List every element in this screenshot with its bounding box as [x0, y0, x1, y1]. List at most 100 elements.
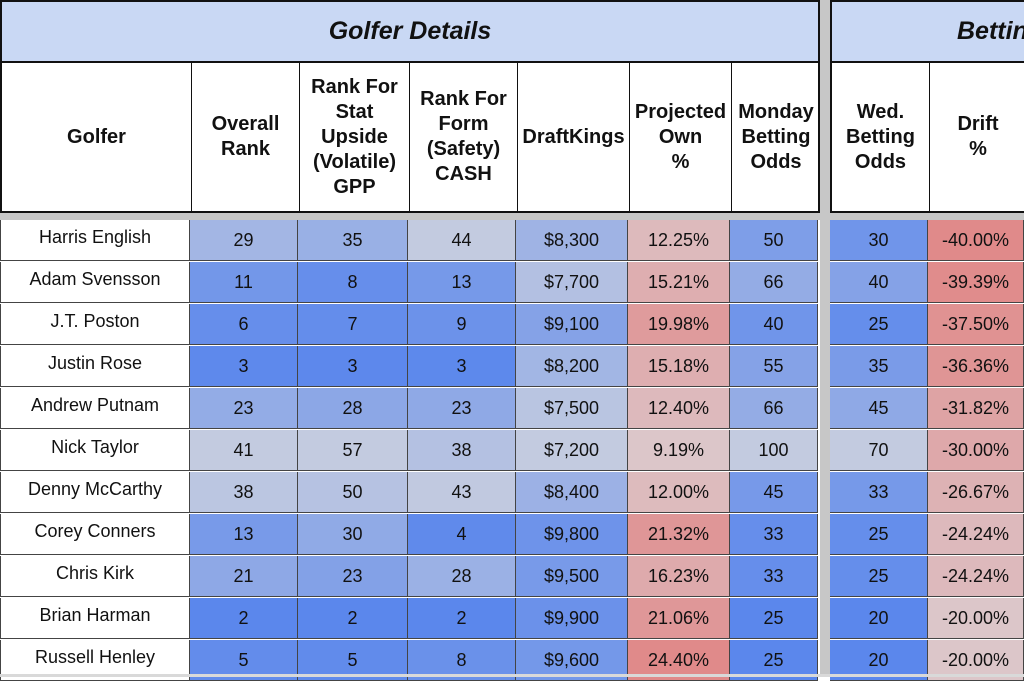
cell-wed: 70 — [830, 430, 928, 471]
header-divider — [0, 213, 1024, 220]
cell-drift: -26.67% — [928, 472, 1024, 513]
cell-overall: 13 — [190, 514, 298, 555]
cell-golfer: Justin Rose — [0, 346, 190, 387]
cell-own: 12.25% — [628, 220, 730, 261]
cell-overall: 38 — [190, 472, 298, 513]
cell-stat: 30 — [298, 514, 408, 555]
cell-dk: $9,800 — [516, 514, 628, 555]
cell-overall: 29 — [190, 220, 298, 261]
golfer-details-column-headers: Golfer Overall Rank Rank For Stat Upside… — [0, 63, 820, 213]
table-row: Adam Svensson 11 8 13 $7,700 15.21% 66 40 -39.39… — [0, 262, 1024, 304]
cell-own: 15.21% — [628, 262, 730, 303]
cell-form: 44 — [408, 220, 516, 261]
col-rank-form: Rank For Form (Safety) CASH — [410, 63, 518, 211]
table-row: Andrew Putnam 23 28 23 $7,500 12.40% 66 45 -31.8… — [0, 388, 1024, 430]
cell-golfer: J.T. Poston — [0, 304, 190, 345]
table-row: J.T. Poston 6 7 9 $9,100 19.98% 40 25 -37.50% — [0, 304, 1024, 346]
table-row: Harris English 29 35 44 $8,300 12.25% 50 30 -40.… — [0, 220, 1024, 262]
table-row: Denny McCarthy 38 50 43 $8,400 12.00% 45 33 -26.… — [0, 472, 1024, 514]
cell-golfer: Adam Svensson — [0, 262, 190, 303]
cell-monday: 55 — [730, 346, 818, 387]
cell-own: 15.18% — [628, 346, 730, 387]
cell-golfer: Harris English — [0, 220, 190, 261]
cell-stat: 7 — [298, 304, 408, 345]
cell-form: 3 — [408, 346, 516, 387]
cell-overall: 23 — [190, 388, 298, 429]
cell-monday: 25 — [730, 598, 818, 639]
cell-own: 12.40% — [628, 388, 730, 429]
cell-drift: -37.50% — [928, 304, 1024, 345]
col-golfer: Golfer — [2, 63, 192, 211]
cell-stat: 50 — [298, 472, 408, 513]
cell-overall: 6 — [190, 304, 298, 345]
cell-form: 13 — [408, 262, 516, 303]
cell-dk: $8,300 — [516, 220, 628, 261]
col-wed-odds: Wed. Betting Odds — [832, 63, 930, 211]
table-row: Nick Taylor 41 57 38 $7,200 9.19% 100 70 -30.00% — [0, 430, 1024, 472]
cell-golfer: Denny McCarthy — [0, 472, 190, 513]
cell-form: 38 — [408, 430, 516, 471]
cell-form: 43 — [408, 472, 516, 513]
cell-wed: 20 — [830, 598, 928, 639]
table-row: Brian Harman 2 2 2 $9,900 21.06% 25 20 -20.00% — [0, 598, 1024, 640]
cell-dk: $9,100 — [516, 304, 628, 345]
cell-overall: 41 — [190, 430, 298, 471]
cell-drift: -30.00% — [928, 430, 1024, 471]
cell-wed: 25 — [830, 304, 928, 345]
col-rank-stat: Rank For Stat Upside (Volatile) GPP — [300, 63, 410, 211]
cell-monday: 100 — [730, 430, 818, 471]
golfer-details-header: Golfer Details — [0, 0, 820, 63]
betting-header: Betting — [830, 0, 1024, 63]
cell-form: 9 — [408, 304, 516, 345]
cell-wed: 33 — [830, 472, 928, 513]
cell-own: 9.19% — [628, 430, 730, 471]
section-separator — [820, 0, 830, 677]
golfer-details-title: Golfer Details — [328, 17, 492, 45]
cell-overall: 21 — [190, 556, 298, 597]
cell-wed: 30 — [830, 220, 928, 261]
cell-form: 2 — [408, 598, 516, 639]
cell-monday: 33 — [730, 556, 818, 597]
cell-monday: 50 — [730, 220, 818, 261]
cell-golfer: Chris Kirk — [0, 556, 190, 597]
cell-wed: 45 — [830, 388, 928, 429]
col-monday-odds: Monday Betting Odds — [738, 100, 814, 173]
cell-dk: $7,200 — [516, 430, 628, 471]
col-overall-rank: Overall Rank — [192, 63, 300, 211]
cell-drift: -39.39% — [928, 262, 1024, 303]
cell-monday: 66 — [730, 388, 818, 429]
cell-golfer: Andrew Putnam — [0, 388, 190, 429]
cell-monday: 33 — [730, 514, 818, 555]
cell-overall: 2 — [190, 598, 298, 639]
cell-form: 28 — [408, 556, 516, 597]
cell-golfer: Brian Harman — [0, 598, 190, 639]
cell-golfer: Corey Conners — [0, 514, 190, 555]
cell-stat: 3 — [298, 346, 408, 387]
cell-stat: 35 — [298, 220, 408, 261]
cell-stat: 2 — [298, 598, 408, 639]
cell-stat: 23 — [298, 556, 408, 597]
table-row: Justin Rose 3 3 3 $8,200 15.18% 55 35 -36.36% — [0, 346, 1024, 388]
betting-column-headers: Wed. Betting Odds Drift % — [830, 63, 1024, 213]
cell-dk: $9,500 — [516, 556, 628, 597]
cell-own: 12.00% — [628, 472, 730, 513]
cell-golfer: Nick Taylor — [0, 430, 190, 471]
col-draftkings: DraftKings — [518, 63, 630, 211]
table-row: Corey Conners 13 30 4 $9,800 21.32% 33 25 -24.24… — [0, 514, 1024, 556]
cell-drift: -40.00% — [928, 220, 1024, 261]
cell-drift: -24.24% — [928, 514, 1024, 555]
cell-wed: 25 — [830, 556, 928, 597]
cell-own: 16.23% — [628, 556, 730, 597]
cell-form: 4 — [408, 514, 516, 555]
cell-own: 21.32% — [628, 514, 730, 555]
betting-title: Betting — [957, 17, 1024, 45]
cell-dk: $8,200 — [516, 346, 628, 387]
cell-drift: -36.36% — [928, 346, 1024, 387]
cell-monday: 40 — [730, 304, 818, 345]
cell-stat: 57 — [298, 430, 408, 471]
cell-drift: -24.24% — [928, 556, 1024, 597]
cell-dk: $9,900 — [516, 598, 628, 639]
cell-dk: $7,500 — [516, 388, 628, 429]
cell-form: 23 — [408, 388, 516, 429]
cell-overall: 11 — [190, 262, 298, 303]
